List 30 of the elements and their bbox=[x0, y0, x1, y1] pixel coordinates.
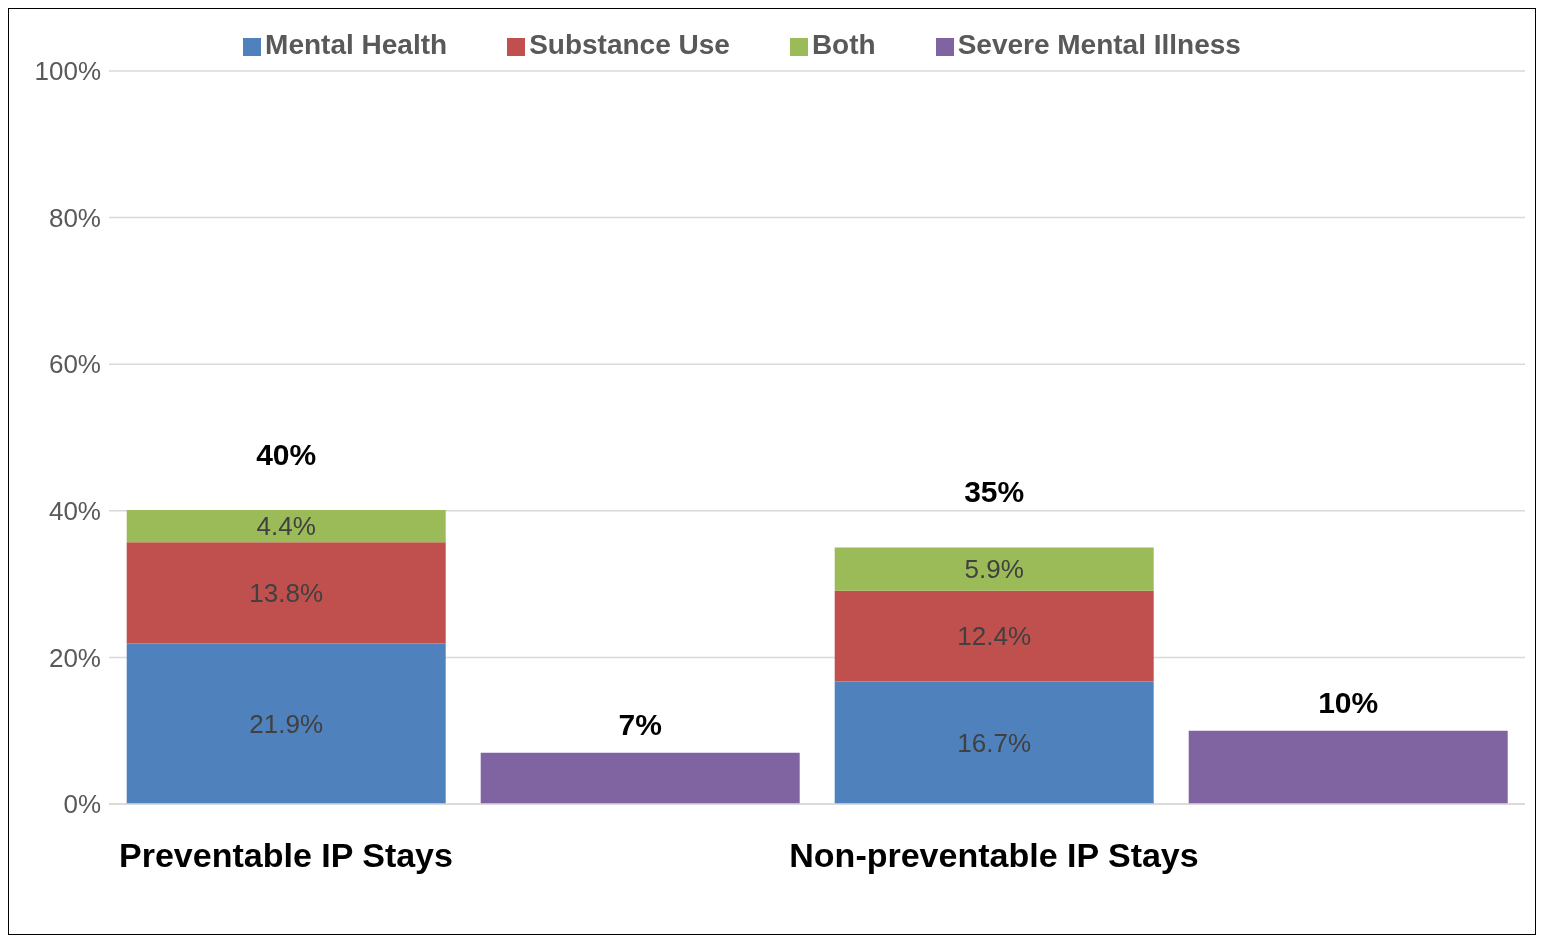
data-label: 13.8% bbox=[249, 577, 324, 608]
bar bbox=[126, 510, 446, 543]
data-label: 21.9% bbox=[249, 708, 324, 739]
y-tick-label: 0% bbox=[63, 789, 101, 820]
data-label: 10% bbox=[1318, 685, 1379, 719]
legend-label: Both bbox=[811, 29, 876, 60]
bar bbox=[1188, 730, 1508, 804]
data-label: 16.7% bbox=[957, 727, 1032, 758]
x-tick-label: Non-preventable IP Stays bbox=[789, 836, 1199, 874]
bar bbox=[126, 542, 446, 644]
y-tick-label: 60% bbox=[48, 349, 101, 380]
bar bbox=[834, 590, 1154, 682]
legend-label: Severe Mental Illness bbox=[957, 29, 1241, 60]
total-label: 40% bbox=[256, 438, 317, 472]
y-tick-label: 100% bbox=[34, 56, 101, 87]
legend-label: Mental Health bbox=[265, 29, 448, 60]
bar bbox=[834, 681, 1154, 804]
legend-label: Substance Use bbox=[529, 29, 730, 60]
bar bbox=[126, 643, 446, 804]
data-label: 7% bbox=[618, 707, 662, 741]
bar bbox=[480, 752, 800, 804]
data-label: 4.4% bbox=[256, 511, 316, 542]
y-tick-label: 40% bbox=[48, 496, 101, 527]
y-tick-label: 80% bbox=[48, 202, 101, 233]
y-tick-label: 20% bbox=[48, 642, 101, 673]
data-label: 5.9% bbox=[964, 554, 1024, 585]
bar bbox=[834, 547, 1154, 591]
total-label: 35% bbox=[964, 475, 1025, 509]
x-tick-label: Preventable IP Stays bbox=[119, 836, 453, 874]
data-label: 12.4% bbox=[957, 621, 1032, 652]
